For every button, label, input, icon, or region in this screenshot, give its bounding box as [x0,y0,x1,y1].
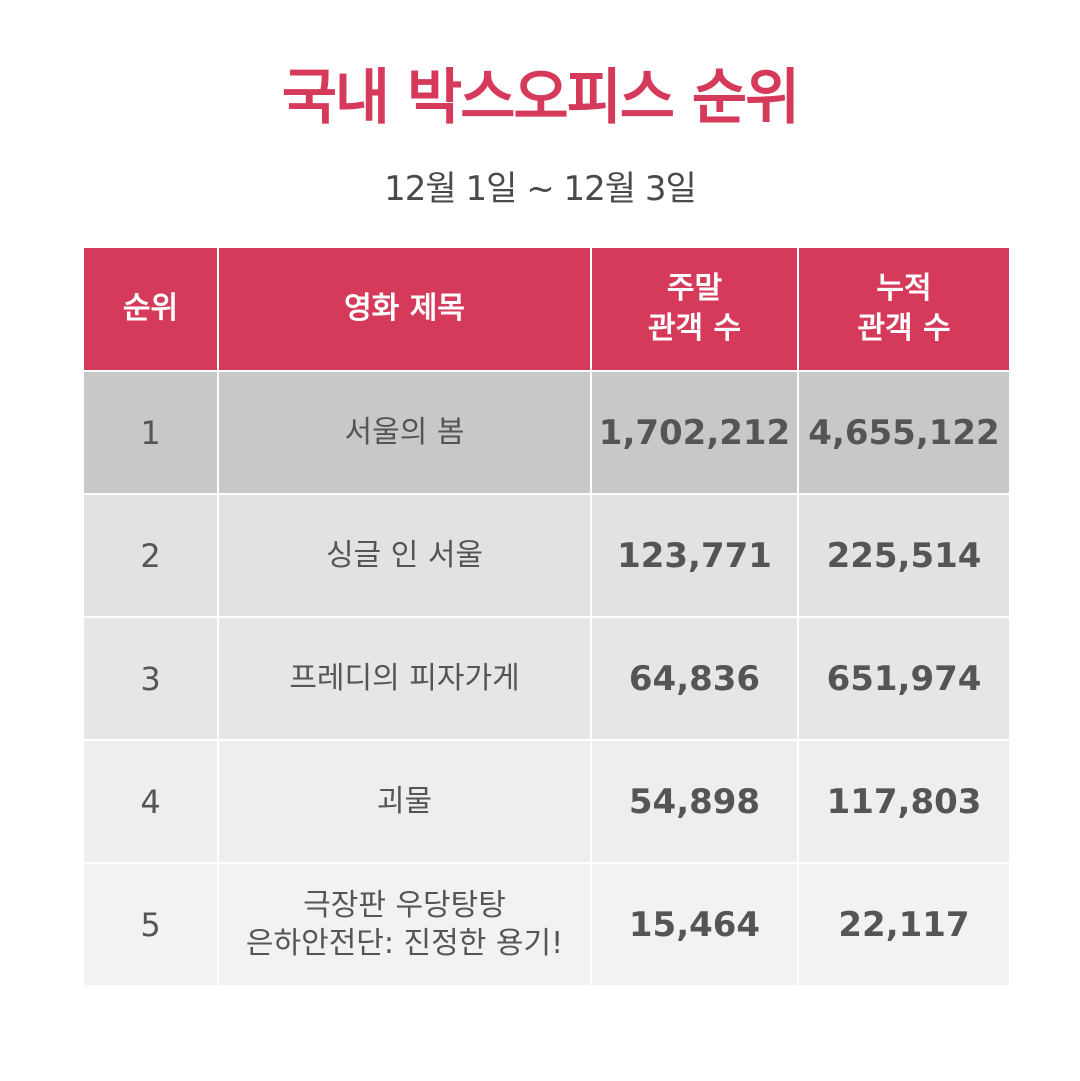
rank-cell: 5 [84,862,219,987]
movie-title: 서울의 봄 [344,414,465,450]
header-row: 순위 영화 제목 주말 관객 수 누적 관객 수 [84,248,1009,372]
table-row: 5 극장판 우당탕탕 은하안전단: 진정한 용기! 15,464 22,117 [84,862,1009,987]
total-audience-cell: 117,803 [797,739,1009,864]
movie-title: 은하안전단: 진정한 용기! [245,925,564,961]
header-label: 누적 [876,271,932,306]
date-range: 12월 1일 ~ 12월 3일 [384,169,697,209]
total-audience-cell: 225,514 [797,493,1009,618]
movie-title-cell: 괴물 [217,739,592,864]
rank-cell: 3 [84,616,219,741]
rank-cell: 2 [84,493,219,618]
box-office-table: 순위 영화 제목 주말 관객 수 누적 관객 수 1 서울의 봄 1,702,212 4,655… [84,248,1009,987]
rank-cell: 4 [84,739,219,864]
header-label: 순위 [122,291,179,326]
movie-title: 극장판 우당탕탕 [303,887,506,923]
movie-title-cell: 극장판 우당탕탕 은하안전단: 진정한 용기! [217,862,592,987]
table-header: 순위 영화 제목 주말 관객 수 누적 관객 수 [84,248,1009,372]
weekend-audience-cell: 54,898 [590,739,799,864]
total-audience-cell: 651,974 [797,616,1009,741]
movie-title: 프레디의 피자가게 [289,660,520,696]
movie-title: 싱글 인 서울 [325,537,484,573]
table-row: 4 괴물 54,898 117,803 [84,739,1009,864]
total-audience-cell: 22,117 [797,862,1009,987]
table-row: 3 프레디의 피자가게 64,836 651,974 [84,616,1009,741]
header-label: 관객 수 [647,311,742,346]
total-audience-cell: 4,655,122 [797,370,1009,495]
header-label: 관객 수 [857,311,951,346]
header-rank: 순위 [84,248,219,372]
weekend-audience-cell: 64,836 [590,616,799,741]
movie-title-cell: 서울의 봄 [217,370,592,495]
table-row: 1 서울의 봄 1,702,212 4,655,122 [84,370,1009,495]
movie-title-cell: 싱글 인 서울 [217,493,592,618]
table-body: 1 서울의 봄 1,702,212 4,655,122 2 싱글 인 서울 123,771 2… [84,370,1009,987]
header-movie-title: 영화 제목 [217,248,592,372]
weekend-audience-cell: 123,771 [590,493,799,618]
header-label: 영화 제목 [344,291,465,326]
page-title: 국내 박스오피스 순위 [281,63,801,133]
header-label: 주말 [666,271,723,306]
rank-cell: 1 [84,370,219,495]
movie-title: 괴물 [376,783,433,819]
movie-title-cell: 프레디의 피자가게 [217,616,592,741]
table-row: 2 싱글 인 서울 123,771 225,514 [84,493,1009,618]
weekend-audience-cell: 1,702,212 [590,370,799,495]
weekend-audience-cell: 15,464 [590,862,799,987]
